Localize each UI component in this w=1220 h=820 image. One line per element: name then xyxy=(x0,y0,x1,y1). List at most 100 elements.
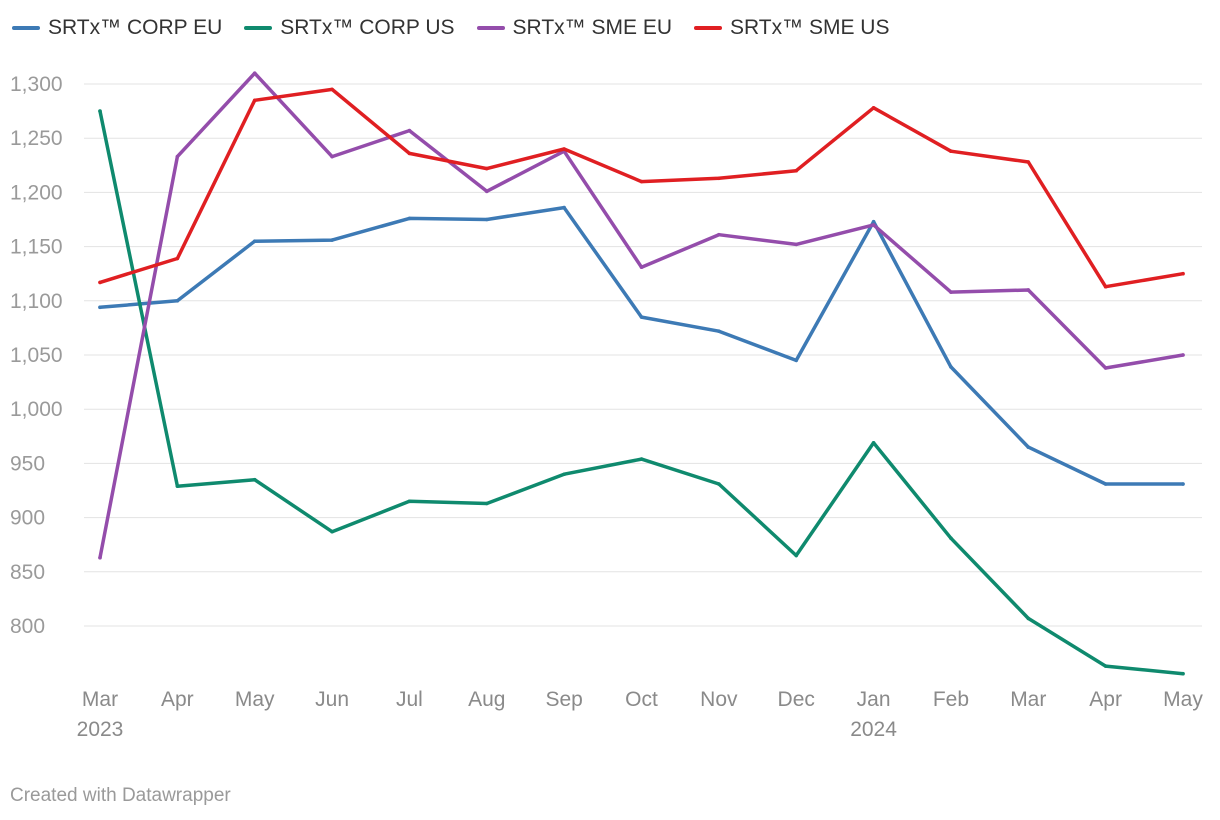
data-point[interactable] xyxy=(252,477,257,482)
data-point[interactable] xyxy=(639,457,644,461)
x-tick-label: Apr xyxy=(161,688,194,711)
data-point[interactable] xyxy=(1103,482,1108,486)
y-tick-label: 1,050 xyxy=(10,344,63,367)
data-point[interactable] xyxy=(871,223,876,227)
data-point[interactable] xyxy=(794,553,799,558)
data-point[interactable] xyxy=(949,149,953,154)
data-point[interactable] xyxy=(175,484,180,488)
x-tick-label: Aug xyxy=(468,688,505,711)
data-point[interactable] xyxy=(562,472,566,477)
data-point[interactable] xyxy=(484,217,489,222)
data-point[interactable] xyxy=(407,128,412,133)
y-tick-label: 1,000 xyxy=(10,398,63,421)
data-point[interactable] xyxy=(98,280,102,285)
data-point[interactable] xyxy=(1103,366,1108,370)
x-tick-label: May xyxy=(235,688,275,711)
data-point[interactable] xyxy=(639,315,644,319)
series-lines xyxy=(98,71,1185,676)
data-point[interactable] xyxy=(1181,482,1185,486)
data-point[interactable] xyxy=(717,232,721,237)
data-point[interactable] xyxy=(175,154,180,159)
data-point[interactable] xyxy=(407,151,412,156)
data-point[interactable] xyxy=(949,365,953,369)
legend-label: SRTx™ SME US xyxy=(730,16,890,39)
legend-label: SRTx™ CORP US xyxy=(280,16,455,39)
data-point[interactable] xyxy=(562,147,566,151)
data-point[interactable] xyxy=(484,501,489,506)
data-point[interactable] xyxy=(1026,445,1031,449)
data-point[interactable] xyxy=(717,482,721,486)
data-point[interactable] xyxy=(98,555,102,560)
x-tick-label: Nov xyxy=(700,688,738,711)
data-point[interactable] xyxy=(871,219,876,224)
x-tick-label: Jun xyxy=(315,688,349,711)
chart-legend: SRTx™ CORP EU SRTx™ CORP US SRTx™ SME EU… xyxy=(12,16,889,40)
data-point[interactable] xyxy=(407,216,412,221)
footer-credit: Created with Datawrapper xyxy=(10,785,231,806)
data-point[interactable] xyxy=(871,106,876,110)
y-tick-label: 950 xyxy=(10,452,45,475)
data-point[interactable] xyxy=(330,529,334,534)
series-line-3[interactable] xyxy=(98,87,1185,289)
data-point[interactable] xyxy=(1181,271,1185,276)
data-point[interactable] xyxy=(252,98,257,103)
data-point[interactable] xyxy=(794,242,799,247)
data-point[interactable] xyxy=(1181,353,1185,357)
data-point[interactable] xyxy=(175,256,180,261)
data-point[interactable] xyxy=(330,87,334,92)
data-point[interactable] xyxy=(407,499,412,504)
data-point[interactable] xyxy=(871,441,876,445)
x-year-label: 2024 xyxy=(850,718,897,741)
legend-label: SRTx™ CORP EU xyxy=(48,16,223,39)
data-point[interactable] xyxy=(484,166,489,171)
data-point[interactable] xyxy=(330,238,334,242)
legend-swatch xyxy=(694,26,722,30)
data-point[interactable] xyxy=(1026,160,1031,164)
data-point[interactable] xyxy=(949,290,953,294)
x-tick-label: Dec xyxy=(778,688,815,711)
data-point[interactable] xyxy=(717,176,721,181)
data-point[interactable] xyxy=(1103,664,1108,668)
y-axis: 800 850 900 950 1,000 1,050 1,100 1,150 1,200 1,2… xyxy=(10,73,63,638)
legend-item-sme-eu[interactable]: SRTx™ SME EU xyxy=(476,16,672,40)
series-line-1[interactable] xyxy=(98,109,1185,676)
x-tick-label: Oct xyxy=(625,688,658,711)
x-tick-label: Mar xyxy=(1010,688,1046,711)
y-tick-label: 900 xyxy=(10,507,45,530)
x-tick-label: Jan xyxy=(857,688,891,711)
data-point[interactable] xyxy=(98,109,102,113)
legend-swatch xyxy=(12,26,40,30)
data-point[interactable] xyxy=(639,265,644,269)
data-point[interactable] xyxy=(639,179,644,184)
x-tick-label: May xyxy=(1163,688,1203,711)
data-point[interactable] xyxy=(484,189,489,194)
series-line-0[interactable] xyxy=(98,205,1185,486)
data-point[interactable] xyxy=(98,305,102,310)
y-tick-label: 1,100 xyxy=(10,290,63,313)
data-point[interactable] xyxy=(1103,284,1108,289)
data-point[interactable] xyxy=(1026,616,1031,621)
gridlines xyxy=(84,83,1202,627)
legend-label: SRTx™ SME EU xyxy=(512,16,672,39)
legend-item-corp-eu[interactable]: SRTx™ CORP EU xyxy=(12,16,222,40)
data-point[interactable] xyxy=(794,358,799,363)
data-point[interactable] xyxy=(794,168,799,173)
data-point[interactable] xyxy=(562,205,566,210)
legend-item-corp-us[interactable]: SRTx™ CORP US xyxy=(244,16,455,40)
x-tick-label: Apr xyxy=(1089,688,1122,711)
y-tick-label: 1,250 xyxy=(10,127,63,150)
x-year-label: 2023 xyxy=(77,718,124,741)
data-point[interactable] xyxy=(330,154,334,159)
data-point[interactable] xyxy=(717,329,721,333)
data-point[interactable] xyxy=(1181,671,1185,676)
legend-item-sme-us[interactable]: SRTx™ SME US xyxy=(694,16,889,40)
data-point[interactable] xyxy=(252,239,257,243)
legend-swatch xyxy=(476,26,505,30)
data-point[interactable] xyxy=(252,71,257,75)
data-point[interactable] xyxy=(949,536,953,540)
x-tick-label: Mar xyxy=(82,688,118,711)
data-point[interactable] xyxy=(175,299,180,303)
data-point[interactable] xyxy=(1026,288,1031,292)
x-tick-label: Sep xyxy=(545,688,582,711)
